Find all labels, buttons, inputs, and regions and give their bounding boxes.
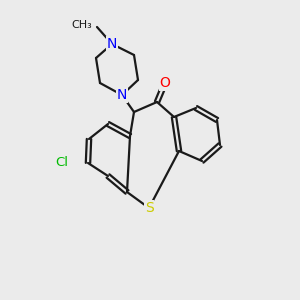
Text: N: N [117,88,127,102]
Text: S: S [145,201,153,215]
Text: CH₃: CH₃ [71,20,92,30]
Text: Cl: Cl [56,157,68,169]
Text: N: N [107,37,117,51]
Text: O: O [160,76,170,90]
